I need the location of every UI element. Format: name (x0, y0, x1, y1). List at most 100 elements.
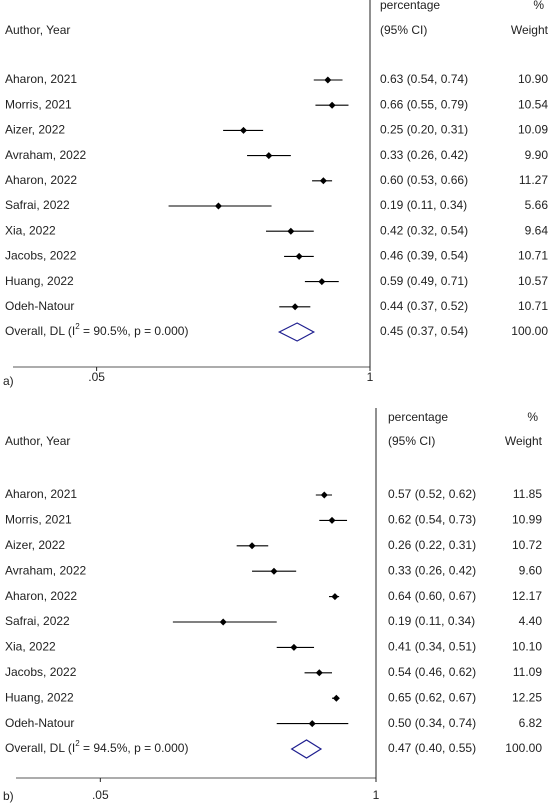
panel-label: a) (3, 374, 14, 388)
weight-label: 10.57 (518, 274, 548, 288)
estimate-label: 0.41 (0.34, 0.51) (388, 640, 476, 654)
weight-label: 10.90 (518, 72, 548, 86)
study-name: Odeh-Natour (5, 716, 74, 730)
weight-label: 5.66 (525, 198, 549, 212)
column-header: percentage (388, 410, 448, 424)
weight-label: 10.71 (518, 249, 548, 263)
study-name: Aizer, 2022 (5, 123, 65, 137)
weight-label: 9.90 (525, 148, 549, 162)
study-name: Aizer, 2022 (5, 538, 65, 552)
weight-label: 12.17 (512, 589, 542, 603)
weight-label: 6.82 (519, 716, 543, 730)
point-estimate (295, 252, 303, 260)
point-estimate (328, 516, 336, 524)
estimate-label: 0.19 (0.11, 0.34) (380, 198, 467, 212)
point-estimate (324, 76, 332, 84)
estimate-label: 0.63 (0.54, 0.74) (380, 72, 468, 86)
overall-weight: 100.00 (505, 741, 542, 755)
overall-diamond (290, 739, 323, 759)
point-estimate (320, 491, 328, 499)
overall-diamond (277, 322, 316, 342)
estimate-label: 0.50 (0.34, 0.74) (388, 716, 476, 730)
point-estimate (331, 593, 339, 601)
study-name: Huang, 2022 (5, 274, 74, 288)
point-estimate (287, 227, 295, 235)
study-name: Safrai, 2022 (5, 614, 70, 628)
weight-label: 11.85 (513, 487, 542, 501)
column-header: percentage (380, 0, 440, 12)
weight-label: 10.71 (518, 299, 548, 313)
study-name: Morris, 2021 (5, 513, 72, 527)
estimate-label: 0.42 (0.32, 0.54) (380, 223, 468, 237)
study-name: Aharon, 2021 (5, 72, 77, 86)
point-estimate (290, 643, 298, 651)
estimate-label: 0.54 (0.46, 0.62) (388, 665, 476, 679)
point-estimate (319, 177, 327, 185)
weight-label: 11.09 (513, 665, 542, 679)
estimate-label: 0.62 (0.54, 0.73) (388, 513, 476, 527)
point-estimate (308, 720, 316, 728)
overall-label-sup: 2 (75, 322, 80, 331)
study-name: Odeh-Natour (5, 299, 74, 313)
overall-label: Overall, DL (I2 = 94.5%, p = 0.000) (5, 739, 188, 755)
panel-label: b) (3, 789, 14, 803)
point-estimate (291, 303, 299, 311)
weight-label: 9.64 (525, 223, 549, 237)
point-estimate (270, 567, 278, 575)
weight-label: 9.60 (519, 563, 543, 577)
column-header: Author, Year (5, 434, 70, 448)
study-name: Morris, 2021 (5, 97, 72, 111)
estimate-label: 0.19 (0.11, 0.34) (388, 614, 475, 628)
overall-estimate-label: 0.47 (0.40, 0.55) (388, 741, 476, 755)
point-estimate (248, 542, 256, 550)
study-name: Aharon, 2022 (5, 589, 77, 603)
estimate-label: 0.33 (0.26, 0.42) (380, 148, 468, 162)
estimate-label: 0.66 (0.55, 0.79) (380, 97, 468, 111)
weight-label: 10.09 (518, 123, 548, 137)
column-header: % (527, 410, 538, 424)
weight-label: 12.25 (512, 690, 542, 704)
point-estimate (315, 669, 323, 677)
column-header: Weight (511, 23, 549, 37)
study-name: Xia, 2022 (5, 640, 56, 654)
study-name: Avraham, 2022 (5, 563, 86, 577)
study-name: Xia, 2022 (5, 223, 56, 237)
estimate-label: 0.46 (0.39, 0.54) (380, 249, 468, 263)
study-name: Jacobs, 2022 (5, 249, 77, 263)
overall-label-rest: = 90.5%, p = 0.000) (80, 324, 189, 338)
overall-label-text: Overall, DL (I (5, 324, 75, 338)
estimate-label: 0.26 (0.22, 0.31) (388, 538, 476, 552)
column-header: % (533, 0, 544, 12)
point-estimate (332, 694, 340, 702)
weight-label: 10.72 (512, 538, 542, 552)
column-header: (95% CI) (380, 23, 427, 37)
overall-label-sup: 2 (75, 739, 80, 748)
estimate-label: 0.64 (0.60, 0.67) (388, 589, 476, 603)
column-header: Weight (505, 434, 543, 448)
weight-label: 10.99 (512, 513, 542, 527)
estimate-label: 0.60 (0.53, 0.66) (380, 173, 468, 187)
weight-label: 10.54 (518, 97, 548, 111)
estimate-label: 0.33 (0.26, 0.42) (388, 563, 476, 577)
weight-label: 10.10 (512, 640, 542, 654)
x-tick-label: 1 (367, 370, 374, 384)
estimate-label: 0.44 (0.37, 0.52) (380, 299, 468, 313)
point-estimate (219, 618, 227, 626)
study-name: Aharon, 2022 (5, 173, 77, 187)
overall-label-rest: = 94.5%, p = 0.000) (80, 741, 189, 755)
study-name: Jacobs, 2022 (5, 665, 77, 679)
estimate-label: 0.65 (0.62, 0.67) (388, 690, 476, 704)
overall-estimate-label: 0.45 (0.37, 0.54) (380, 324, 468, 338)
column-header: (95% CI) (388, 434, 435, 448)
x-tick-label: .05 (92, 788, 109, 802)
estimate-label: 0.57 (0.52, 0.62) (388, 487, 476, 501)
weight-label: 4.40 (519, 614, 543, 628)
study-name: Safrai, 2022 (5, 198, 70, 212)
point-estimate (214, 202, 222, 210)
column-header: Author, Year (5, 23, 70, 37)
point-estimate (328, 101, 336, 109)
estimate-label: 0.25 (0.20, 0.31) (380, 123, 468, 137)
x-tick-label: .05 (88, 370, 105, 384)
weight-label: 11.27 (519, 173, 548, 187)
